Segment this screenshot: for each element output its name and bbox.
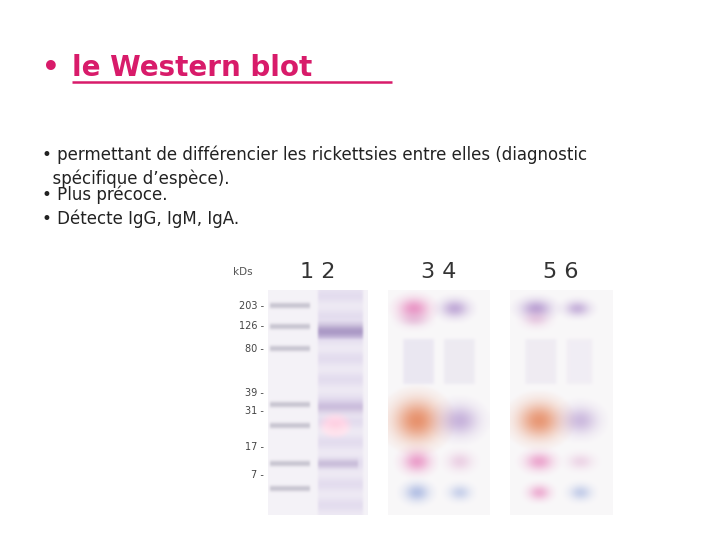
Text: 203 -: 203 - <box>239 301 264 310</box>
Text: 31 -: 31 - <box>245 407 264 416</box>
Text: • Plus précoce.: • Plus précoce. <box>42 185 168 204</box>
Text: • permettant de différencier les rickettsies entre elles (diagnostic
  spécifiqu: • permettant de différencier les rickett… <box>42 145 587 188</box>
Text: 126 -: 126 - <box>239 321 264 331</box>
Text: le Western blot: le Western blot <box>72 54 312 82</box>
Text: • Détecte IgG, IgM, IgA.: • Détecte IgG, IgM, IgA. <box>42 210 239 228</box>
Text: kDs: kDs <box>233 267 253 277</box>
Text: 7 -: 7 - <box>251 469 264 480</box>
Text: 3 4: 3 4 <box>421 262 456 282</box>
Text: 1 2: 1 2 <box>300 262 336 282</box>
Text: •: • <box>42 54 60 82</box>
Text: 17 -: 17 - <box>245 442 264 453</box>
Text: 39 -: 39 - <box>245 388 264 399</box>
Text: 5 6: 5 6 <box>544 262 579 282</box>
Text: 80 -: 80 - <box>245 343 264 354</box>
